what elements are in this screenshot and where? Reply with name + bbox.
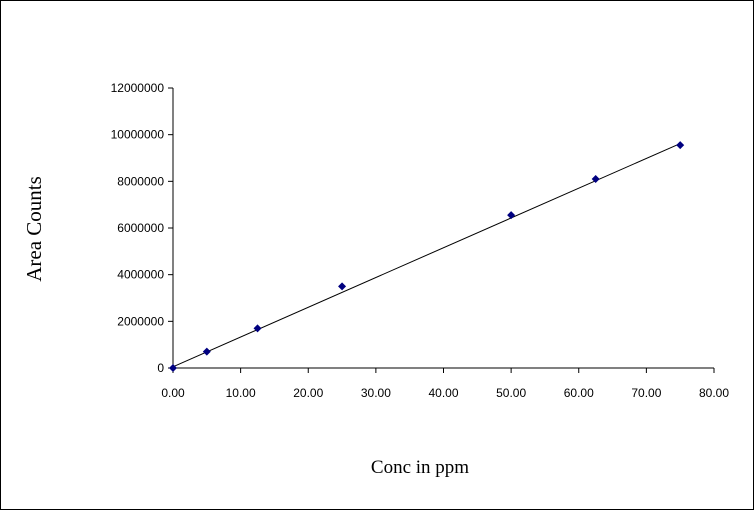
- data-point: [338, 282, 347, 291]
- y-tick-label: 6000000: [117, 221, 164, 235]
- x-tick-label: 50.00: [496, 386, 526, 400]
- x-tick-label: 80.00: [699, 386, 729, 400]
- data-point: [253, 324, 262, 333]
- y-tick-label: 10000000: [111, 128, 165, 142]
- x-tick-label: 40.00: [428, 386, 458, 400]
- x-tick-label: 70.00: [631, 386, 661, 400]
- plot-area: 0 2000000 4000000 6000000 8000000 10000000 120…: [111, 81, 730, 400]
- y-tick-label: 0: [157, 361, 164, 375]
- trendline: [172, 143, 681, 368]
- x-axis-title: Conc in ppm: [371, 457, 469, 478]
- y-tick-label: 12000000: [111, 81, 165, 95]
- x-tick-label: 30.00: [361, 386, 391, 400]
- data-point: [202, 347, 211, 356]
- data-point: [507, 211, 516, 220]
- data-point: [591, 175, 600, 183]
- x-tick-label: 10.00: [226, 386, 256, 400]
- data-point: [169, 364, 177, 372]
- data-point: [676, 141, 685, 150]
- y-tick-label: 2000000: [117, 314, 164, 328]
- x-tick-label: 0.00: [161, 386, 185, 400]
- y-tick-label: 4000000: [117, 268, 164, 282]
- x-tick-label: 20.00: [293, 386, 323, 400]
- y-axis-title: Area Counts: [22, 176, 46, 282]
- x-tick-label: 60.00: [564, 386, 594, 400]
- y-tick-label: 8000000: [117, 174, 164, 188]
